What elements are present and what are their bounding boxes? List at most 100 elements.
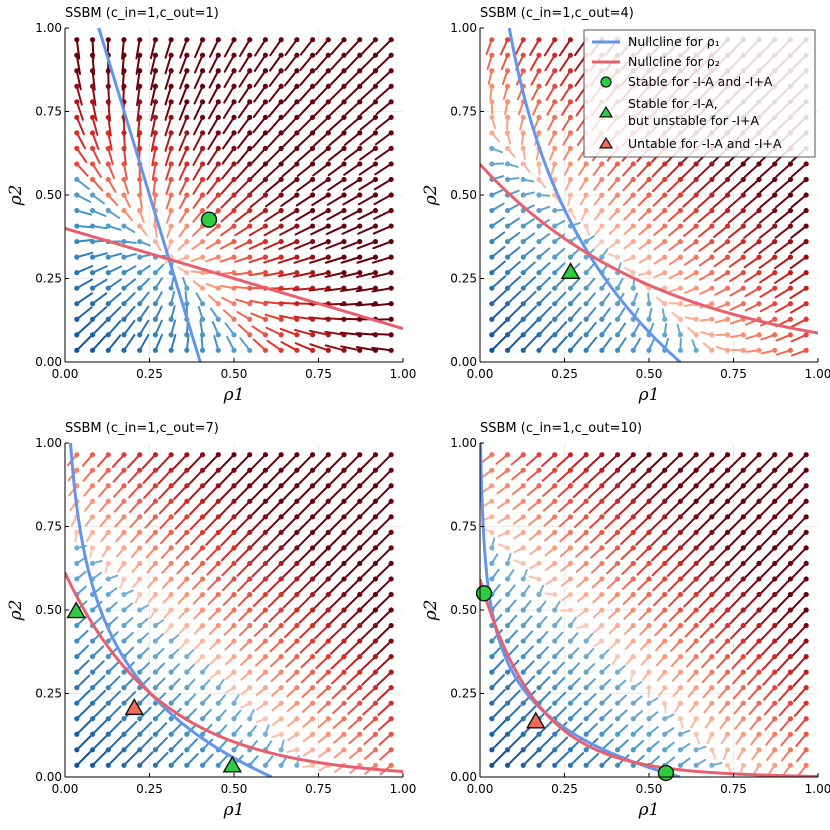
vector-arrow [553, 335, 568, 352]
vector-origin [74, 332, 80, 338]
fixed-points [200, 211, 218, 228]
vector-arrow [618, 469, 635, 485]
vector-arrow [697, 562, 713, 578]
vector-arrow [298, 609, 314, 624]
vector-origin [520, 514, 526, 520]
vector-origin [294, 498, 300, 504]
vector-origin [168, 762, 174, 768]
vector-origin [693, 700, 699, 706]
vector-origin [137, 576, 143, 582]
vector-arrow [178, 131, 188, 152]
vector-arrow [295, 209, 314, 222]
vector-arrow [252, 338, 267, 352]
vector-origin [504, 483, 511, 489]
vector-origin [583, 161, 589, 167]
x-axis-label: ρ1 [638, 800, 660, 820]
vector-origin [504, 545, 511, 551]
vector-origin [121, 591, 127, 598]
vector-origin [489, 716, 495, 722]
vector-arrow [269, 38, 283, 57]
vector-origin [89, 332, 96, 338]
vector-origin [357, 638, 363, 644]
vector-origin [294, 685, 300, 691]
vector-arrow [107, 720, 123, 736]
vector-arrow [776, 531, 792, 547]
vector-origin [74, 653, 80, 660]
vector-arrow [315, 655, 330, 669]
vector-origin [662, 747, 668, 753]
vector-origin [152, 145, 159, 152]
vector-origin [614, 514, 621, 520]
vector-origin [168, 622, 174, 629]
vector-arrow [774, 240, 792, 255]
vector-origin [247, 161, 253, 167]
vector-arrow [235, 484, 251, 501]
x-tick-label: 0.25 [551, 367, 578, 381]
vector-arrow [730, 640, 745, 655]
vector-origin [294, 762, 300, 768]
vector-origin [231, 130, 237, 136]
y-tick-label: 0.50 [35, 188, 62, 202]
vector-origin [489, 483, 495, 489]
vector-origin [74, 669, 80, 675]
vector-origin [247, 545, 253, 551]
vector-arrow [91, 719, 108, 736]
vector-arrow [789, 287, 808, 300]
vector-origin [756, 483, 762, 489]
vector-origin [105, 192, 111, 198]
vector-origin [646, 747, 652, 753]
vector-origin [262, 498, 269, 504]
vector-origin [583, 301, 589, 307]
vector-origin [152, 467, 159, 473]
vector-origin [199, 545, 206, 551]
nullcline-rho1 [69, 443, 273, 777]
vector-origin [599, 669, 605, 675]
vector-origin [787, 700, 794, 706]
vector-origin [74, 99, 80, 105]
vector-arrow [376, 546, 393, 563]
vector-origin [803, 576, 809, 582]
vector-origin [567, 591, 574, 598]
vector-arrow [361, 54, 377, 70]
vector-origin [693, 467, 699, 473]
vector-arrow [157, 453, 173, 470]
vector-arrow [178, 162, 188, 181]
vector-origin [599, 607, 605, 613]
vector-origin [372, 762, 379, 768]
vector-origin [677, 529, 684, 535]
vector-arrow [522, 335, 538, 352]
vector-origin [215, 347, 221, 353]
vector-origin [803, 560, 809, 567]
vector-origin [294, 591, 300, 598]
vector-origin [709, 483, 715, 489]
vector-origin [693, 731, 699, 737]
vector-origin [646, 207, 652, 214]
vector-arrow [376, 624, 393, 640]
vector-origin [787, 223, 794, 229]
vector-arrow [138, 334, 150, 352]
vector-origin [152, 347, 159, 353]
vector-origin [325, 52, 331, 58]
vector-origin [325, 529, 331, 535]
vector-origin [388, 145, 394, 152]
vector-origin [231, 68, 237, 74]
vector-arrow [553, 321, 568, 336]
nullclines [480, 28, 818, 362]
vector-arrow [223, 69, 235, 89]
y-tick-label: 0.50 [450, 188, 477, 202]
vector-origin [662, 545, 668, 551]
vector-origin [231, 301, 237, 307]
vector-origin [152, 332, 159, 338]
y-tick-label: 0.25 [450, 272, 477, 286]
vector-origin [677, 747, 684, 753]
vector-arrow [378, 733, 393, 746]
vector-origin [693, 223, 699, 229]
vector-origin [137, 560, 143, 567]
vector-origin [137, 622, 143, 629]
vector-origin [231, 498, 237, 504]
vector-origin [278, 716, 284, 722]
vector-arrow [298, 577, 314, 594]
vector-origin [536, 669, 542, 675]
vector-origin [504, 332, 511, 338]
vector-origin [520, 452, 526, 458]
